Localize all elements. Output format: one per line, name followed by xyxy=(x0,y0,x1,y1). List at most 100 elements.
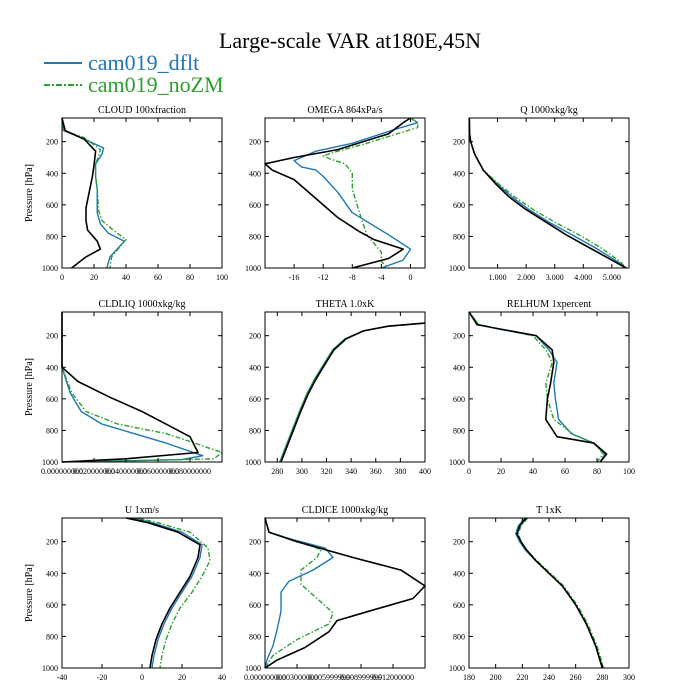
x-tick-label: 5.000 xyxy=(603,273,621,282)
panel-7: CLDICE 1000xkg/kg 200 400 600 800 10000.00000… xyxy=(244,505,426,682)
x-tick-label: 180 xyxy=(463,673,475,682)
x-tick-label: -8 xyxy=(349,273,356,282)
x-tick-label: 20 xyxy=(178,673,186,682)
y-axis-label: Pressure [hPa] xyxy=(24,164,35,222)
legend-label-dflt: cam019_dflt xyxy=(88,50,199,75)
x-tick-label: 340 xyxy=(345,467,357,476)
panel-title: OMEGA 864xPa/s xyxy=(307,105,382,116)
x-tick-label: 20 xyxy=(90,273,98,282)
x-tick-label: 40 xyxy=(218,673,226,682)
x-tick-label: 80 xyxy=(186,273,194,282)
y-tick-label: 800 xyxy=(46,632,58,641)
x-tick-label: 380 xyxy=(394,467,406,476)
x-tick-label: 3.000 xyxy=(546,273,564,282)
y-tick-label: 600 xyxy=(46,601,58,610)
y-tick-label: 400 xyxy=(249,169,261,178)
series-line-cam019_dflt xyxy=(131,517,203,669)
x-tick-label: 300 xyxy=(296,467,308,476)
series-line-control xyxy=(468,117,627,269)
x-tick-label: 20 xyxy=(497,467,505,476)
x-tick-label: 60 xyxy=(561,467,569,476)
y-tick-label: 800 xyxy=(46,426,58,435)
legend: cam019_dflt cam019_noZM xyxy=(44,50,224,97)
panel-title: Q 1000xkg/kg xyxy=(520,105,578,116)
series-line-cam019_dflt xyxy=(61,312,204,463)
y-tick-label: 400 xyxy=(46,169,58,178)
panel-title: T 1xK xyxy=(536,505,562,516)
x-tick-label: 1.000 xyxy=(489,273,507,282)
x-tick-label: 0.000000000 xyxy=(41,467,83,476)
y-tick-label: 200 xyxy=(249,138,261,147)
y-tick-label: 600 xyxy=(249,201,261,210)
series-line-control xyxy=(264,517,426,669)
series-line-control xyxy=(516,517,604,669)
plot-frame xyxy=(61,517,223,669)
y-tick-label: 1000 xyxy=(449,264,465,273)
x-tick-label: 0 xyxy=(408,273,412,282)
plot-frame xyxy=(61,311,223,463)
series-line-cam019_dflt xyxy=(264,517,334,669)
y-axis-label: Pressure [hPa] xyxy=(24,358,35,416)
x-tick-label: 40 xyxy=(122,273,130,282)
x-tick-label: 40 xyxy=(529,467,537,476)
y-tick-label: 1000 xyxy=(42,458,58,467)
x-tick-label: 260 xyxy=(570,673,582,682)
panel-title: THETA 1.0xK xyxy=(316,299,375,310)
series-line-cam019_noZM xyxy=(135,517,211,669)
y-tick-label: 800 xyxy=(249,232,261,241)
y-tick-label: 400 xyxy=(453,169,465,178)
x-tick-label: 80 xyxy=(593,467,601,476)
series-line-control xyxy=(61,312,199,463)
y-tick-label: 800 xyxy=(453,632,465,641)
panel-1: OMEGA 864xPa/s 200 400 600 800 1000 -16 -12 -8 -4… xyxy=(245,105,426,282)
plot-frame xyxy=(468,311,630,463)
y-tick-label: 200 xyxy=(46,538,58,547)
panel-title: RELHUM 1xpercent xyxy=(507,299,591,310)
x-tick-label: -40 xyxy=(57,673,68,682)
series-line-cam019_noZM xyxy=(468,311,605,463)
legend-label-nozm: cam019_noZM xyxy=(88,72,224,97)
x-tick-label: 0.003000000 xyxy=(276,673,318,682)
series-line-cam019_dflt xyxy=(279,322,426,463)
y-tick-label: 400 xyxy=(249,363,261,372)
y-tick-label: 800 xyxy=(453,426,465,435)
x-tick-label: 280 xyxy=(271,467,283,476)
panel-4: THETA 1.0xK 200 400 600 800 1000 280 300 320 340 3… xyxy=(245,299,431,476)
plot-frame xyxy=(264,517,426,669)
x-tick-label: 0 xyxy=(60,273,64,282)
x-tick-label: 220 xyxy=(516,673,528,682)
y-tick-label: 600 xyxy=(46,201,58,210)
x-tick-label: 300 xyxy=(623,673,635,682)
series-line-cam019_noZM xyxy=(61,312,223,463)
y-tick-label: 1000 xyxy=(245,458,261,467)
y-tick-label: 800 xyxy=(249,426,261,435)
panel-title: CLOUD 100xfraction xyxy=(98,105,186,116)
panel-title: CLDICE 1000xkg/kg xyxy=(302,505,388,516)
x-tick-label: -12 xyxy=(318,273,329,282)
x-tick-label: -16 xyxy=(289,273,300,282)
series-line-cam019_dflt xyxy=(515,517,603,669)
y-tick-label: 1000 xyxy=(449,664,465,673)
x-tick-label: 60 xyxy=(154,273,162,282)
panel-3: CLDLIQ 1000xkg/kg 200 400 600 800 10000.00000… xyxy=(24,299,223,476)
panel-6: U 1xm/s 200 400 600 800 1000-40 -20 0 20 40 Pressu… xyxy=(24,505,226,682)
series-line-cam019_noZM xyxy=(279,322,426,463)
panel-title: U 1xm/s xyxy=(125,505,159,516)
series-line-cam019_noZM xyxy=(322,117,419,269)
x-tick-label: 0.000000000 xyxy=(244,673,286,682)
series-line-control xyxy=(61,117,102,269)
series-line-cam019_noZM xyxy=(468,117,627,269)
x-tick-label: 0 xyxy=(467,467,471,476)
y-tick-label: 1000 xyxy=(245,664,261,673)
y-tick-label: 400 xyxy=(46,569,58,578)
y-tick-label: 1000 xyxy=(245,264,261,273)
y-tick-label: 200 xyxy=(249,538,261,547)
x-tick-label: 280 xyxy=(596,673,608,682)
x-tick-label: 0.012000000 xyxy=(372,673,414,682)
x-tick-label: 100 xyxy=(623,467,635,476)
x-tick-label: 320 xyxy=(321,467,333,476)
series-line-control xyxy=(125,517,201,669)
plot-frame xyxy=(264,117,426,269)
